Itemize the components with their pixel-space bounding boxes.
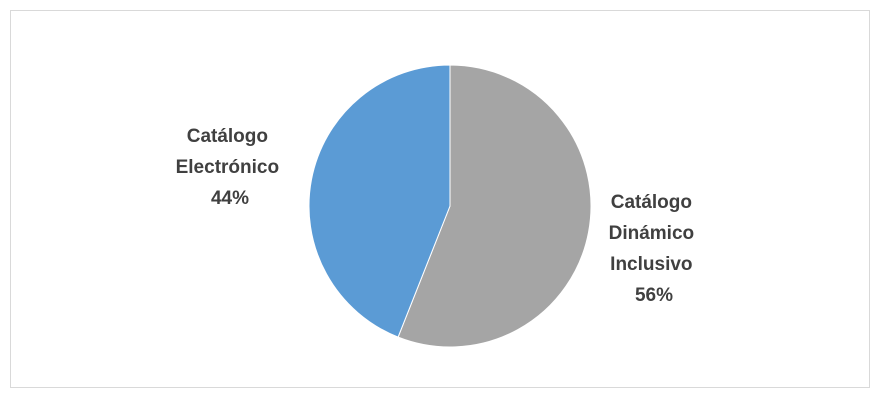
slice-label-dinamico-line1: Catálogo <box>611 192 692 213</box>
slice-dinamico-inclusivo <box>397 64 592 348</box>
slice-electronico <box>308 64 451 338</box>
slice-label-dinamico: Catálogo Dinámico Inclusivo 56% <box>609 192 700 306</box>
slice-label-dinamico-line3: Inclusivo <box>610 254 692 275</box>
slice-label-electronico: Catálogo Electrónico 44% <box>176 126 285 209</box>
slice-label-electronico-line1: Catálogo <box>187 126 268 147</box>
slice-label-dinamico-line2: Dinámico <box>609 223 695 244</box>
slice-label-electronico-percent: 44% <box>211 188 249 209</box>
slice-label-dinamico-percent: 56% <box>635 285 673 306</box>
slice-label-electronico-line2: Electrónico <box>176 157 279 178</box>
